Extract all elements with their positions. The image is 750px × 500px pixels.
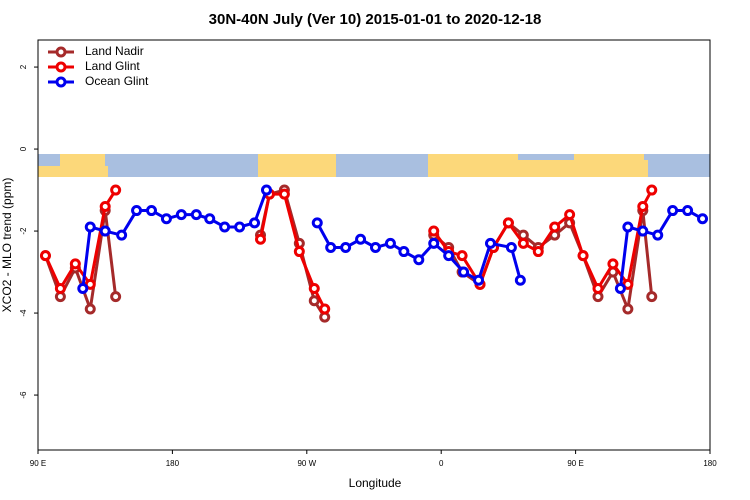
point — [413, 254, 425, 266]
point — [697, 213, 709, 225]
plot-frame — [37, 39, 711, 451]
x-tick-label: 0 — [439, 459, 444, 468]
point — [564, 209, 576, 221]
point — [99, 200, 111, 212]
point — [517, 237, 529, 249]
point — [443, 250, 455, 262]
land — [60, 154, 105, 166]
legend-label: Land Nadir — [85, 44, 144, 58]
chart-title: 30N-40N July (Ver 10) 2015-01-01 to 2020… — [209, 11, 542, 28]
point — [637, 200, 649, 212]
point — [592, 282, 604, 294]
legend-marker — [55, 46, 67, 58]
series — [77, 184, 709, 294]
land — [38, 166, 108, 177]
point — [175, 209, 187, 221]
point — [160, 213, 172, 225]
point — [652, 229, 664, 241]
point — [505, 241, 517, 253]
x-tick-label: 90 E — [30, 459, 46, 468]
point — [308, 295, 320, 307]
point — [84, 303, 96, 315]
y-axis-label: XCO2 - MLO trend (ppm) — [0, 178, 14, 313]
point — [355, 233, 367, 245]
x-tick-label: 180 — [166, 459, 180, 468]
point — [308, 282, 320, 294]
point — [69, 258, 81, 270]
point — [502, 217, 514, 229]
point — [622, 221, 634, 233]
point — [325, 241, 337, 253]
point — [260, 184, 272, 196]
point — [637, 225, 649, 237]
point — [428, 237, 440, 249]
point — [622, 303, 634, 315]
x-axis-label: Longitude — [349, 476, 402, 490]
y-tick-label: -4 — [19, 309, 28, 317]
y-tick-label: -6 — [19, 391, 28, 399]
point — [131, 205, 143, 217]
point — [458, 266, 470, 278]
point — [473, 274, 485, 286]
point — [255, 233, 267, 245]
point — [484, 237, 496, 249]
point — [614, 282, 626, 294]
point — [77, 282, 89, 294]
point — [54, 282, 66, 294]
point — [110, 184, 122, 196]
point — [249, 217, 261, 229]
point — [646, 291, 658, 303]
point — [667, 205, 679, 217]
point — [577, 250, 589, 262]
land — [518, 160, 648, 177]
point — [145, 205, 157, 217]
x-tick-label: 90 E — [567, 459, 583, 468]
legend-label: Land Glint — [85, 59, 140, 73]
point — [398, 246, 410, 258]
land — [428, 154, 518, 177]
point — [311, 217, 323, 229]
point — [682, 205, 694, 217]
legend-marker — [55, 61, 67, 73]
point — [116, 229, 128, 241]
land — [258, 154, 336, 177]
point — [384, 237, 396, 249]
point — [204, 213, 216, 225]
point — [190, 209, 202, 221]
legend-marker — [55, 76, 67, 88]
map-band — [38, 154, 710, 177]
x-tick-label: 90 W — [297, 459, 316, 468]
point — [369, 241, 381, 253]
land — [574, 154, 644, 162]
point — [607, 258, 619, 270]
point — [219, 221, 231, 233]
point — [39, 250, 51, 262]
point — [646, 184, 658, 196]
point — [428, 225, 440, 237]
x-tick-label: 180 — [703, 459, 717, 468]
point — [278, 188, 290, 200]
y-tick-label: 0 — [19, 146, 28, 151]
point — [340, 241, 352, 253]
series-line — [432, 189, 654, 292]
point — [549, 221, 561, 233]
y-tick-label: 2 — [19, 64, 28, 69]
point — [99, 225, 111, 237]
point — [456, 250, 468, 262]
point — [532, 246, 544, 258]
legend-label: Ocean Glint — [85, 74, 149, 88]
point — [110, 291, 122, 303]
point — [293, 246, 305, 258]
series — [39, 184, 658, 315]
point — [84, 221, 96, 233]
y-tick-label: -2 — [19, 227, 28, 235]
point — [234, 221, 246, 233]
point — [319, 303, 331, 315]
point — [514, 274, 526, 286]
